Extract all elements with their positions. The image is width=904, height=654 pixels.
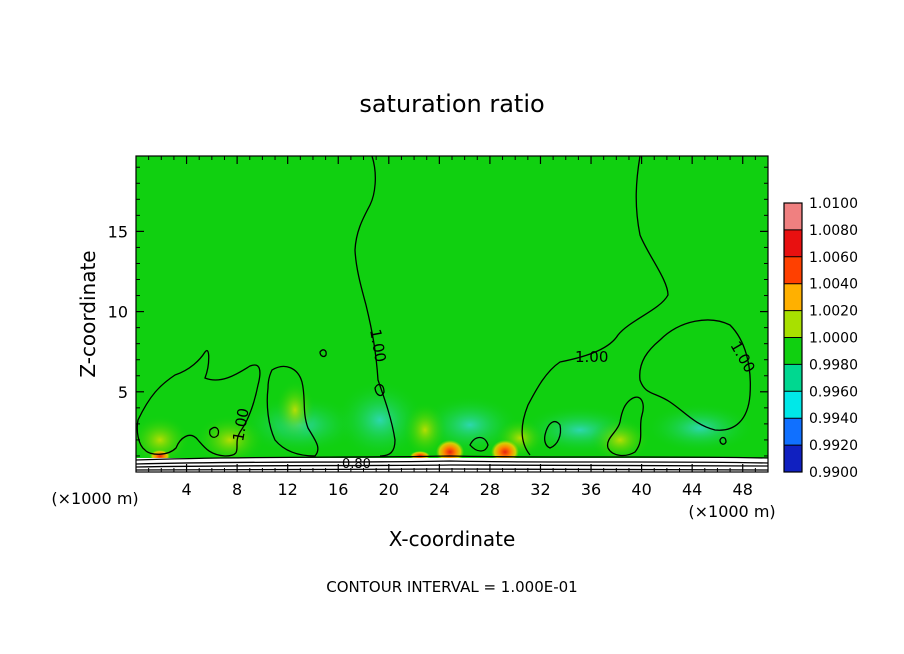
contour-1-00-cell-right xyxy=(639,319,751,431)
x-unit-label-right: (×1000 m) xyxy=(688,502,775,521)
colorbar-swatch xyxy=(784,445,802,472)
contour-1-00-cell-small xyxy=(719,436,727,445)
colorbar-label: 1.0020 xyxy=(809,304,858,320)
colorbar-swatch xyxy=(784,337,802,365)
colorbar-swatch xyxy=(784,364,802,392)
colorbar-swatch xyxy=(784,229,802,257)
contour-label: 1.00 xyxy=(366,328,390,364)
contour-lines xyxy=(136,156,768,471)
x-tick-label: 44 xyxy=(682,480,702,499)
x-tick-label: 24 xyxy=(429,480,449,499)
contour-label: 1.00 xyxy=(575,348,608,366)
contour-1-00-cell-small xyxy=(544,421,562,449)
x-unit-label: (×1000 m) xyxy=(51,489,138,508)
colorbar-label: 1.0080 xyxy=(809,223,858,239)
x-axis: 4 8 12 16 20 24 28 32 36 40 44 48 xyxy=(148,156,756,499)
contour-1-00-cell-mid xyxy=(266,365,319,457)
contour-1-00-cell-lower-right xyxy=(606,396,644,457)
x-tick-label: 16 xyxy=(328,480,348,499)
colorbar-label: 0.9960 xyxy=(809,384,858,400)
colorbar-label: 0.9900 xyxy=(809,465,858,481)
colorbar-label: 1.0040 xyxy=(809,277,858,293)
colorbar-label: 0.9920 xyxy=(809,438,858,454)
colorbar-label: 0.9940 xyxy=(809,411,858,427)
y-tick-label: 15 xyxy=(108,222,128,241)
colorbar-swatch xyxy=(784,203,802,230)
contour-1-00-cell-small xyxy=(374,383,385,397)
plot-area: 1.00 1.00 1.00 1.00 0.80 xyxy=(136,156,768,472)
contour-1-00-right xyxy=(521,156,669,456)
contour-interval-note: CONTOUR INTERVAL = 1.000E-01 xyxy=(326,578,577,596)
x-tick-label: 48 xyxy=(733,480,753,499)
x-tick-label: 12 xyxy=(278,480,298,499)
colorbar: 1.0100 1.0080 1.0060 1.0040 1.0020 1.0000 0.99… xyxy=(783,196,858,481)
x-tick-label: 8 xyxy=(232,480,242,499)
y-tick-label: 5 xyxy=(118,383,128,402)
contour-1-00-cell-small xyxy=(469,436,489,452)
x-tick-label: 4 xyxy=(181,480,191,499)
y-tick-label: 10 xyxy=(108,303,128,322)
colorbar-swatch xyxy=(784,256,802,284)
colorbar-swatch xyxy=(784,310,802,338)
colorbar-label: 0.9980 xyxy=(809,357,858,373)
colorbar-swatch xyxy=(784,391,802,419)
x-axis-title: X-coordinate xyxy=(389,527,516,551)
chart-title: saturation ratio xyxy=(359,90,544,118)
x-tick-label: 20 xyxy=(379,480,399,499)
contour-1-00-cell-small xyxy=(208,426,220,438)
contour-1-00-cell-left xyxy=(136,349,261,457)
colorbar-label: 1.0100 xyxy=(809,196,858,212)
contour-0-80-band xyxy=(136,464,768,468)
x-tick-label: 32 xyxy=(530,480,550,499)
contour-0-80-band xyxy=(136,468,768,471)
contour-label: 0.80 xyxy=(342,457,371,472)
x-tick-label: 36 xyxy=(581,480,601,499)
colorbar-label: 1.0060 xyxy=(809,250,858,266)
colorbar-swatch xyxy=(784,283,802,311)
contour-0-80-band xyxy=(136,455,768,461)
y-axis-title: Z-coordinate xyxy=(76,250,100,377)
contour-label: 1.00 xyxy=(229,407,253,443)
x-tick-label: 28 xyxy=(480,480,500,499)
colorbar-label: 1.0000 xyxy=(809,331,858,347)
colorbar-swatch xyxy=(784,418,802,446)
contour-1-00-cell-small xyxy=(319,349,327,358)
x-tick-label: 40 xyxy=(631,480,651,499)
y-axis: 5 10 15 xyxy=(108,166,768,457)
contour-0-80-band xyxy=(136,460,768,465)
contour-1-00-left xyxy=(354,156,396,457)
